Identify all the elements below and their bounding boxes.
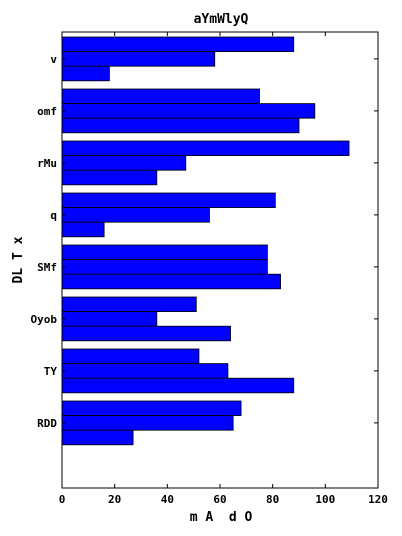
x-tick-label: 20 [108,493,121,506]
y-tick-label: q [50,209,57,222]
y-tick-label: RDD [37,417,57,430]
y-tick-label: omf [37,105,57,118]
bar-SMf-3 [61,273,281,290]
x-tick-label: 120 [368,493,388,506]
y-tick-label: v [50,53,57,66]
x-tick-label: 40 [161,493,174,506]
x-tick-label: 80 [266,493,279,506]
bar-RDD-3 [61,429,134,446]
bar-TY-1 [61,348,200,365]
bar-omf-1 [61,88,260,105]
bar-Oyob-1 [61,296,197,313]
bar-v-1 [61,36,295,53]
x-axis-label: m A d O [190,510,253,525]
bars-group [61,36,350,446]
chart-title: aYmWlyQ [194,12,249,27]
bar-rMu-3 [61,169,158,186]
bar-SMf-1 [61,244,268,261]
bar-rMu-1 [61,140,350,157]
bar-SMf-2 [61,259,268,275]
bar-TY-2 [61,363,229,379]
x-tick-label: 60 [213,493,226,506]
bar-q-3 [61,221,105,238]
bar-TY-3 [61,377,295,394]
bar-RDD-2 [61,415,234,431]
x-tick-label: 0 [59,493,66,506]
y-tick-label: rMu [37,157,57,170]
y-axis-ticks: v omf rMu q SMf Oyob TY RDD [31,53,378,430]
bar-v-2 [61,51,216,67]
x-tick-label: 100 [315,493,335,506]
y-axis-label: DL T x [11,236,26,283]
bar-Oyob-3 [61,325,231,342]
bar-rMu-2 [61,155,187,171]
bar-Oyob-2 [61,311,158,327]
bar-q-1 [61,192,276,209]
bar-q-2 [61,207,210,223]
y-tick-label: SMf [37,261,57,274]
bar-omf-2 [61,103,316,119]
bar-omf-3 [61,117,300,134]
x-axis-ticks: 0 20 40 60 80 100 120 [59,32,388,506]
bar-v-3 [61,65,110,82]
y-tick-label: Oyob [31,313,58,326]
bar-RDD-1 [61,400,242,417]
y-tick-label: TY [44,365,58,378]
